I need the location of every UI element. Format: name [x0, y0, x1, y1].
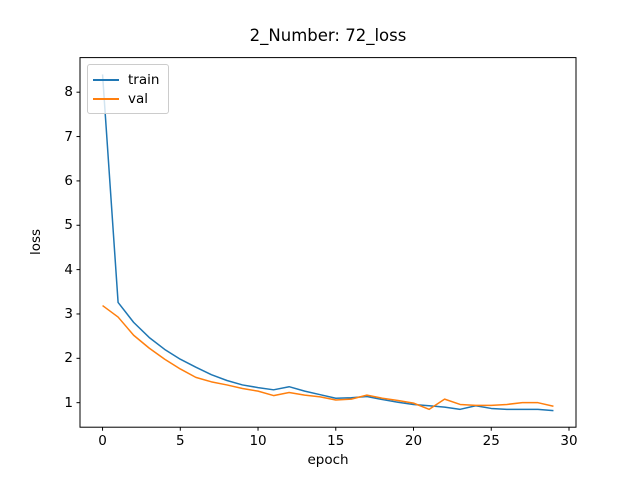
x-axis-label: epoch	[307, 452, 349, 468]
x-tick-label: 15	[327, 433, 345, 449]
legend-label: train	[128, 71, 160, 88]
chart-title: 2_Number: 72_loss	[249, 26, 407, 45]
val-legend-swatch-icon	[93, 97, 119, 100]
legend-item-train: train	[93, 70, 160, 89]
y-tick-label: 6	[64, 172, 73, 189]
y-axis-label: loss	[28, 228, 44, 256]
train-legend-swatch-icon	[93, 78, 119, 81]
x-tick-label: 25	[482, 433, 500, 449]
x-tick-label: 5	[175, 433, 185, 449]
x-tick-label: 0	[98, 433, 107, 449]
legend-item-val: val	[93, 89, 160, 108]
x-tick-label: 30	[560, 433, 578, 449]
y-tick-label: 1	[64, 394, 73, 411]
legend-label: val	[128, 90, 149, 107]
y-tick-label: 4	[64, 261, 73, 278]
y-tick-label: 8	[64, 84, 73, 101]
val-line	[102, 304, 554, 411]
y-tick-label: 3	[64, 305, 73, 322]
y-tick-label: 2	[64, 350, 73, 367]
axes-spines	[79, 57, 577, 428]
legend: train val	[87, 64, 169, 114]
y-tick-label: 7	[64, 128, 73, 145]
train-line	[101, 74, 554, 412]
x-tick-label: 20	[404, 433, 423, 449]
x-tick-label: 10	[249, 433, 267, 449]
y-tick-label: 5	[64, 217, 73, 234]
